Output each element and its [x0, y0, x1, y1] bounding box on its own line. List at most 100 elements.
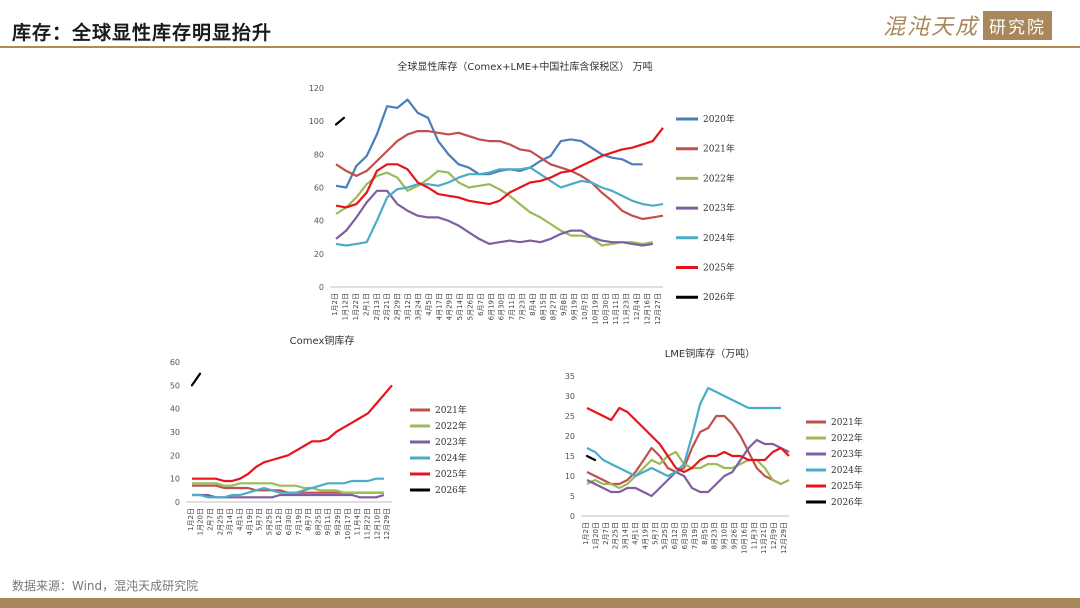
global-xtick-label: 9月19日: [571, 293, 579, 320]
global-xtick-label: 8月4日: [529, 293, 537, 316]
global-xtick-label: 3月12日: [404, 293, 412, 320]
global-xtick-label: 10月7日: [581, 293, 589, 320]
comex-xtick-label: 5月7日: [256, 508, 264, 531]
lme-ytick-label: 10: [565, 472, 575, 481]
lme-xtick-label: 6月30日: [681, 522, 689, 549]
comex-xtick-label: 10月17日: [344, 508, 352, 540]
lme-xtick-label: 8月23日: [711, 522, 719, 549]
global-xtick-label: 4月5日: [425, 293, 433, 316]
lme-chart-title: LME铜库存（万吨）: [665, 347, 756, 360]
lme-ytick-label: 5: [570, 492, 575, 501]
lme-xtick-label: 11月3日: [750, 522, 758, 549]
lme-xtick-label: 11月21日: [760, 522, 768, 554]
comex-series-2024年: [192, 477, 384, 499]
global-xtick-label: 5月14日: [456, 293, 464, 320]
global-xtick-label: 4月29日: [446, 293, 454, 320]
global-legend-label: 2024年: [703, 232, 735, 244]
comex-legend-label: 2026年: [435, 484, 467, 496]
comex-legend-label: 2022年: [435, 420, 467, 432]
comex-xtick-label: 4月1日: [236, 508, 244, 531]
lme-xtick-label: 4月1日: [631, 522, 639, 545]
global-legend-label: 2021年: [703, 143, 735, 155]
lme-xtick-label: 5月7日: [651, 522, 659, 545]
lme-legend-label: 2024年: [831, 464, 863, 476]
comex-legend-label: 2024年: [435, 452, 467, 464]
comex-xtick-label: 6月12日: [275, 508, 283, 535]
global-xtick-label: 6月30日: [498, 293, 506, 320]
global-xtick-label: 2月29日: [394, 293, 402, 320]
global-series-2026年: [334, 116, 346, 126]
comex-ytick-label: 0: [175, 498, 180, 507]
comex-series-2025年: [192, 384, 393, 483]
global-ytick-label: 80: [314, 150, 324, 159]
brand-logo: 混沌天成 研究院: [883, 10, 1052, 40]
logo-box-text: 研究院: [983, 10, 1052, 40]
lme-series-2025年: [586, 406, 790, 474]
global-xtick-label: 6月7日: [477, 293, 485, 316]
lme-xtick-label: 8月5日: [701, 522, 709, 545]
lme-ytick-label: 35: [565, 372, 575, 381]
comex-legend-label: 2023年: [435, 436, 467, 448]
global-series-2025年: [335, 127, 664, 209]
global-ytick-label: 40: [314, 217, 324, 226]
page-title: 库存：全球显性库存明显抬升: [12, 22, 273, 44]
comex-legend-label: 2025年: [435, 468, 467, 480]
comex-ytick-label: 40: [170, 405, 180, 414]
global-ytick-label: 100: [309, 117, 324, 126]
global-series-2023年: [335, 189, 653, 247]
global-series-2020年: [335, 98, 643, 189]
comex-xtick-label: 1月2日: [187, 508, 195, 531]
lme-xtick-label: 10月16日: [740, 522, 748, 554]
comex-series-2026年: [190, 372, 202, 387]
lme-xtick-label: 5月25日: [661, 522, 669, 549]
global-series-2022年: [335, 169, 653, 247]
global-xtick-label: 8月27日: [550, 293, 558, 320]
lme-xtick-label: 2月7日: [602, 522, 610, 545]
global-ytick-label: 20: [314, 250, 324, 259]
lme-ytick-label: 25: [565, 412, 575, 421]
comex-ytick-label: 60: [170, 358, 180, 367]
global-xtick-label: 7月11日: [508, 293, 516, 320]
global-legend-label: 2022年: [703, 172, 735, 184]
lme-ytick-label: 0: [570, 512, 575, 521]
comex-chart-title: Comex铜库存: [290, 334, 355, 347]
comex-ytick-label: 50: [170, 381, 180, 390]
lme-series-2026年: [585, 454, 597, 462]
global-xtick-label: 11月11日: [612, 293, 620, 325]
comex-xtick-label: 2月7日: [207, 508, 215, 531]
data-source-note: 数据来源：Wind，混沌天成研究院: [12, 579, 199, 593]
global-xtick-label: 2月21日: [383, 293, 391, 320]
global-xtick-label: 8月15日: [539, 293, 547, 320]
title-divider: [0, 46, 1080, 48]
comex-xtick-label: 2月25日: [216, 508, 224, 535]
global-xtick-label: 1月22日: [352, 293, 360, 320]
global-xtick-label: 12月4日: [633, 293, 641, 320]
global-xtick-label: 9月8日: [560, 293, 568, 316]
lme-legend-label: 2026年: [831, 496, 863, 508]
global-xtick-label: 4月17日: [435, 293, 443, 320]
lme-xtick-label: 3月14日: [622, 522, 630, 549]
global-ytick-label: 0: [319, 283, 324, 292]
comex-xtick-label: 8月7日: [305, 508, 313, 531]
comex-xtick-label: 1月20日: [197, 508, 205, 535]
global-legend-label: 2020年: [703, 113, 735, 125]
comex-xtick-label: 3月14日: [226, 508, 234, 535]
comex-ytick-label: 30: [170, 428, 180, 437]
comex-xtick-label: 7月19日: [295, 508, 303, 535]
global-legend-label: 2023年: [703, 202, 735, 214]
comex-xtick-label: 6月30日: [285, 508, 293, 535]
lme-xtick-label: 9月10日: [721, 522, 729, 549]
global-xtick-label: 2月13日: [373, 293, 381, 320]
comex-ytick-label: 20: [170, 451, 180, 460]
comex-xtick-label: 4月19日: [246, 508, 254, 535]
global-xtick-label: 1月2日: [331, 293, 339, 316]
comex-series-2022年: [192, 482, 384, 494]
global-xtick-label: 11月23日: [623, 293, 631, 325]
lme-xtick-label: 12月29日: [780, 522, 788, 554]
global-xtick-label: 10月30日: [602, 293, 610, 325]
global-xtick-label: 7月23日: [519, 293, 527, 320]
comex-xtick-label: 12月29日: [383, 508, 391, 540]
global-xtick-label: 2月1日: [362, 293, 370, 316]
lme-xtick-label: 9月26日: [731, 522, 739, 549]
